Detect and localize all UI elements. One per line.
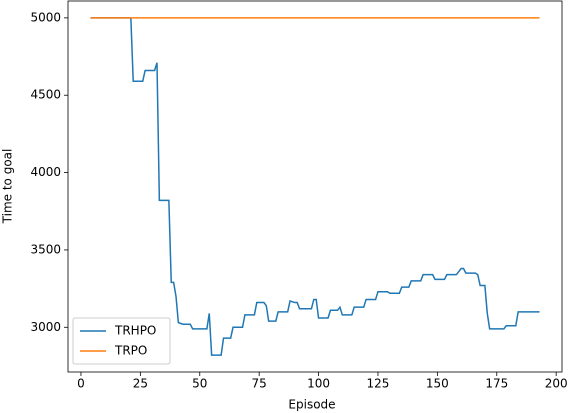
x-axis-label: Episode <box>288 398 335 412</box>
x-tick-label: 200 <box>545 377 568 391</box>
legend-label: TRHPO <box>114 324 156 338</box>
x-tick-label: 25 <box>133 377 148 391</box>
x-tick-label: 50 <box>192 377 207 391</box>
legend-label: TRPO <box>114 344 147 358</box>
y-tick-label: 4500 <box>30 88 61 102</box>
x-tick-label: 150 <box>426 377 449 391</box>
y-tick-label: 3500 <box>30 242 61 256</box>
x-tick-label: 175 <box>485 377 508 391</box>
x-tick-label: 125 <box>367 377 390 391</box>
y-tick-label: 3000 <box>30 320 61 334</box>
y-tick-label: 4000 <box>30 165 61 179</box>
y-tick-label: 5000 <box>30 10 61 24</box>
plot-frame <box>67 0 563 373</box>
x-tick-label: 0 <box>77 377 85 391</box>
x-tick-label: 75 <box>252 377 267 391</box>
line <box>90 17 540 356</box>
x-tick-label: 100 <box>307 377 330 391</box>
y-axis-label: Time to goal <box>1 149 15 225</box>
legend-box <box>72 317 171 365</box>
